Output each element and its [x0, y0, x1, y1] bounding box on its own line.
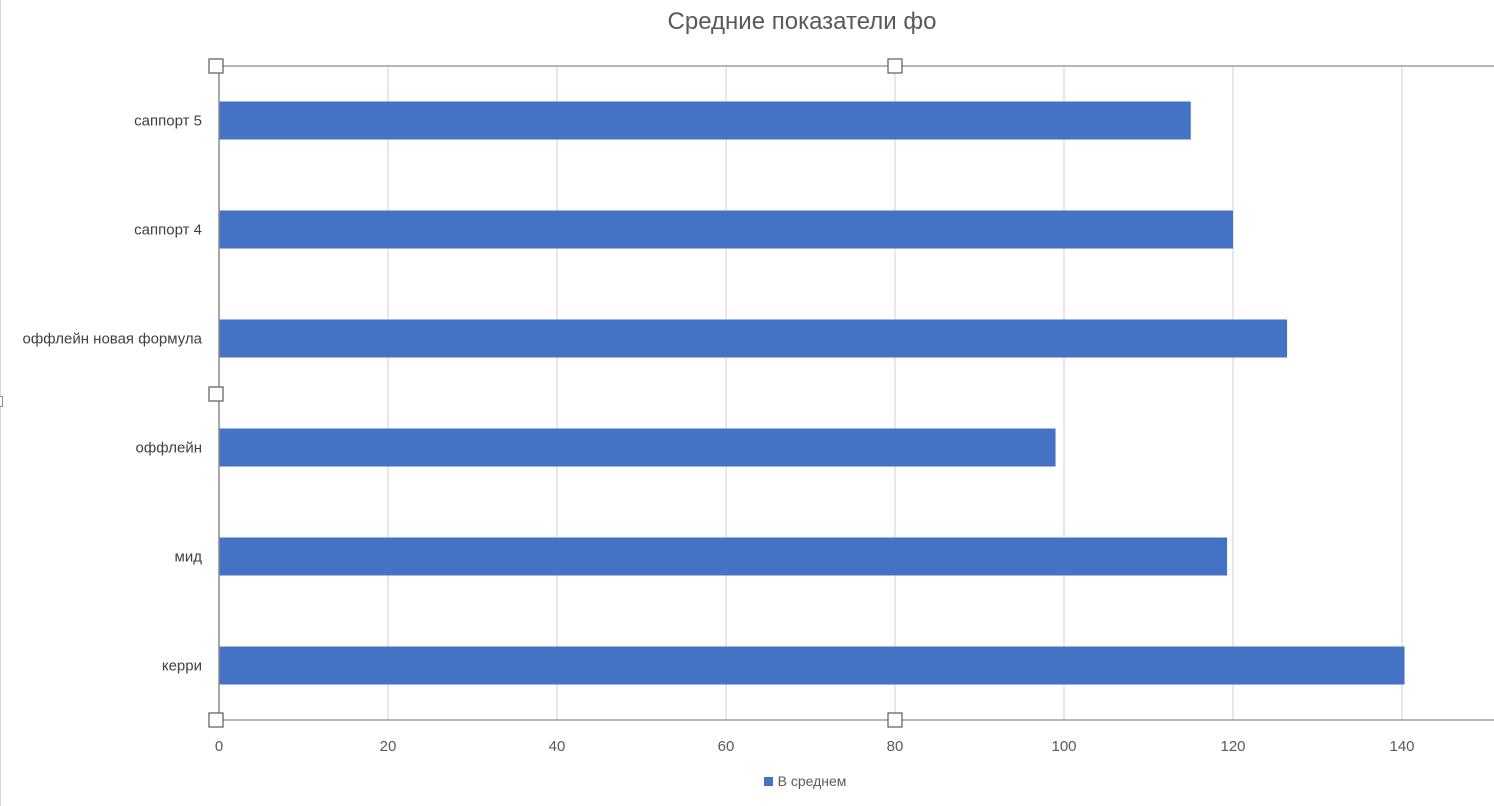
plot-area-resize-handle[interactable]: [887, 58, 903, 74]
x-tick-label: 100: [1051, 738, 1076, 755]
selection-handles: [208, 58, 903, 728]
x-tick-label: 0: [215, 738, 223, 755]
bars: [219, 101, 1405, 685]
plot-area-resize-handle[interactable]: [208, 58, 224, 74]
bar[interactable]: [219, 210, 1233, 249]
chart-area-resize-handle[interactable]: [0, 396, 3, 407]
bar[interactable]: [219, 101, 1191, 140]
x-tick-label: 80: [887, 738, 904, 755]
legend[interactable]: В среднем: [0, 773, 1494, 789]
chart-title[interactable]: Средние показатели фо: [667, 8, 937, 35]
legend-label: В среднем: [777, 773, 847, 789]
plot-area-resize-handle[interactable]: [887, 712, 903, 728]
axes: [218, 65, 1494, 721]
gridlines: [387, 66, 1403, 720]
x-tick-label: 60: [718, 738, 735, 755]
legend-swatch: [763, 777, 773, 786]
y-category-label: керри: [162, 658, 202, 675]
x-tick-label: 120: [1220, 738, 1245, 755]
y-category-label: саппорт 4: [134, 222, 202, 239]
x-tick-label: 40: [549, 738, 566, 755]
bar[interactable]: [219, 646, 1405, 685]
y-category-label: оффлейн новая формула: [23, 331, 203, 348]
y-category-label: саппорт 5: [134, 113, 202, 130]
y-category-label: оффлейн: [136, 440, 202, 457]
x-tick-label: 140: [1389, 738, 1414, 755]
plot-area-resize-handle[interactable]: [208, 712, 224, 728]
bar[interactable]: [219, 537, 1228, 576]
bar[interactable]: [219, 319, 1288, 358]
bar[interactable]: [219, 428, 1056, 467]
axis-labels: 0 20 40 60 80 100 120 140 керри мид оффлейн оффлейн…: [23, 113, 1415, 756]
y-category-label: мид: [175, 549, 203, 566]
x-tick-label: 20: [380, 738, 397, 755]
plot-area-resize-handle[interactable]: [208, 386, 224, 402]
